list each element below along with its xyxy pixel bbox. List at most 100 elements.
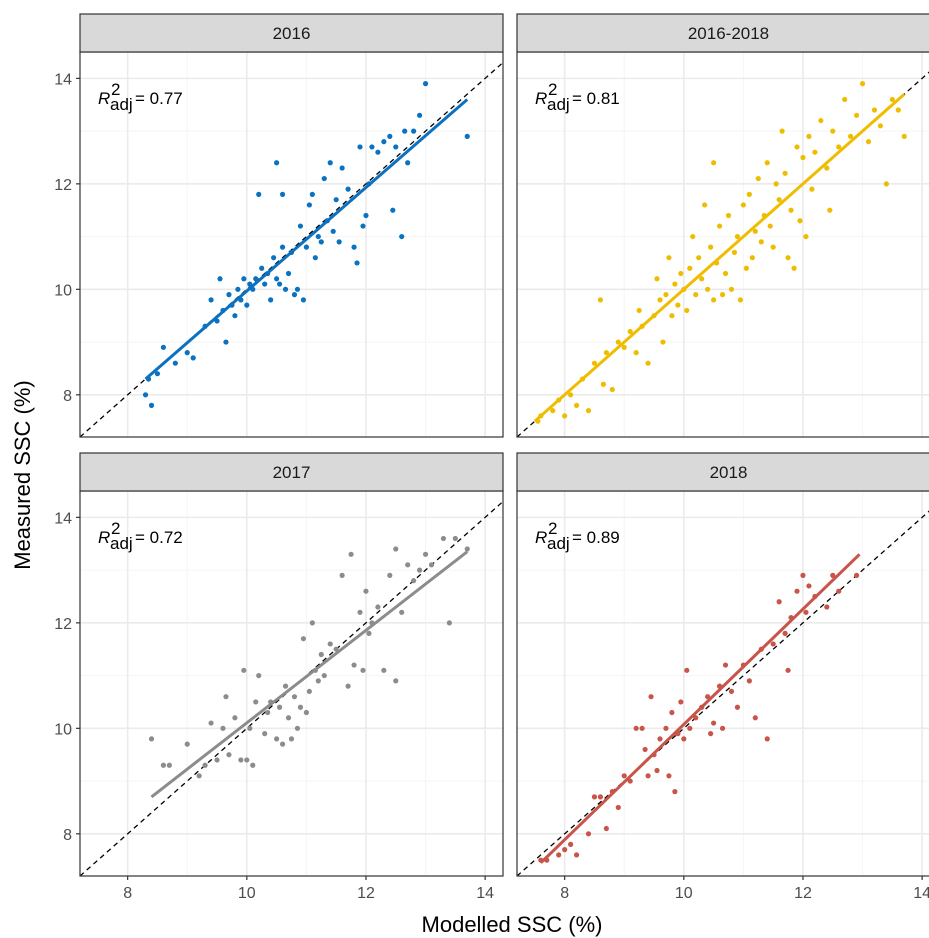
data-point [657, 297, 663, 303]
y-tick-label: 12 [54, 177, 72, 194]
data-point [405, 562, 411, 568]
data-point [666, 773, 672, 779]
data-point [803, 233, 809, 240]
data-point [666, 255, 672, 261]
data-point [172, 360, 178, 366]
data-point [824, 604, 830, 610]
data-point [345, 186, 351, 192]
data-point [288, 736, 295, 742]
data-point [214, 757, 220, 763]
data-point [657, 736, 663, 742]
data-point [294, 725, 301, 731]
data-point [256, 672, 262, 679]
data-point [853, 112, 860, 118]
data-point [600, 381, 606, 387]
data-point [889, 96, 895, 103]
data-point [348, 551, 354, 557]
y-tick-label: 10 [54, 721, 72, 738]
data-point [446, 620, 452, 626]
data-point [416, 567, 423, 573]
data-point [764, 736, 770, 742]
data-point [244, 302, 250, 308]
data-point [603, 350, 609, 356]
data-point [776, 197, 782, 203]
data-point [274, 276, 280, 282]
data-point [327, 641, 333, 647]
gridlines [80, 491, 503, 876]
data-point [681, 736, 687, 742]
r2-value: = 0.81 [572, 89, 620, 108]
data-point [737, 297, 744, 303]
y-axis-title: Measured SSC (%) [10, 380, 35, 570]
data-point [684, 667, 690, 673]
panel-background [517, 52, 929, 437]
data-point [208, 297, 214, 303]
data-point [794, 144, 800, 150]
data-point [190, 355, 196, 361]
data-point [279, 191, 286, 197]
data-point [232, 715, 238, 721]
data-point [333, 646, 339, 652]
data-point [217, 276, 223, 282]
data-point [360, 223, 366, 229]
data-point [836, 144, 842, 150]
data-point [684, 307, 690, 314]
data-point [764, 160, 770, 166]
data-point [241, 276, 247, 282]
data-point [585, 831, 592, 837]
data-point [800, 572, 806, 578]
data-point [573, 852, 580, 858]
data-point [806, 583, 812, 589]
data-point [690, 233, 696, 240]
data-point [309, 620, 315, 626]
data-point [422, 551, 429, 557]
data-point [333, 197, 339, 203]
data-point [363, 212, 369, 219]
data-point [315, 678, 321, 684]
data-point [411, 128, 417, 134]
data-point [241, 667, 247, 673]
data-point [556, 852, 562, 858]
data-point [672, 789, 678, 795]
data-point [303, 709, 309, 716]
data-point [306, 688, 312, 695]
data-point [148, 736, 155, 742]
data-point [568, 392, 574, 398]
facet-strip [516, 13, 929, 53]
data-point [452, 535, 458, 542]
data-point [711, 160, 717, 166]
data-point [615, 804, 621, 811]
data-point [160, 344, 167, 350]
data-point [381, 139, 387, 145]
data-point [621, 344, 627, 350]
data-point [597, 794, 604, 800]
r2-superscript: 2 [111, 80, 120, 99]
data-point [597, 297, 604, 303]
data-point [297, 704, 304, 710]
data-point [279, 741, 286, 747]
data-point [336, 239, 342, 245]
data-point [812, 149, 818, 155]
data-point [274, 160, 280, 166]
data-point [422, 81, 429, 87]
data-point [740, 202, 746, 208]
data-point [782, 630, 788, 636]
data-point [728, 286, 735, 292]
data-point [871, 107, 878, 113]
data-point [339, 572, 345, 578]
r2-superscript: 2 [548, 80, 557, 99]
data-point [895, 107, 901, 113]
data-point [711, 720, 717, 726]
x-tick-label: 8 [560, 885, 569, 902]
data-point [687, 265, 693, 271]
r2-symbol: R [535, 89, 547, 108]
data-point [788, 207, 794, 213]
data-point [746, 191, 752, 197]
data-point [603, 825, 609, 832]
data-point [276, 281, 283, 287]
data-point [785, 667, 791, 673]
data-point [184, 350, 190, 356]
data-point [633, 350, 639, 356]
